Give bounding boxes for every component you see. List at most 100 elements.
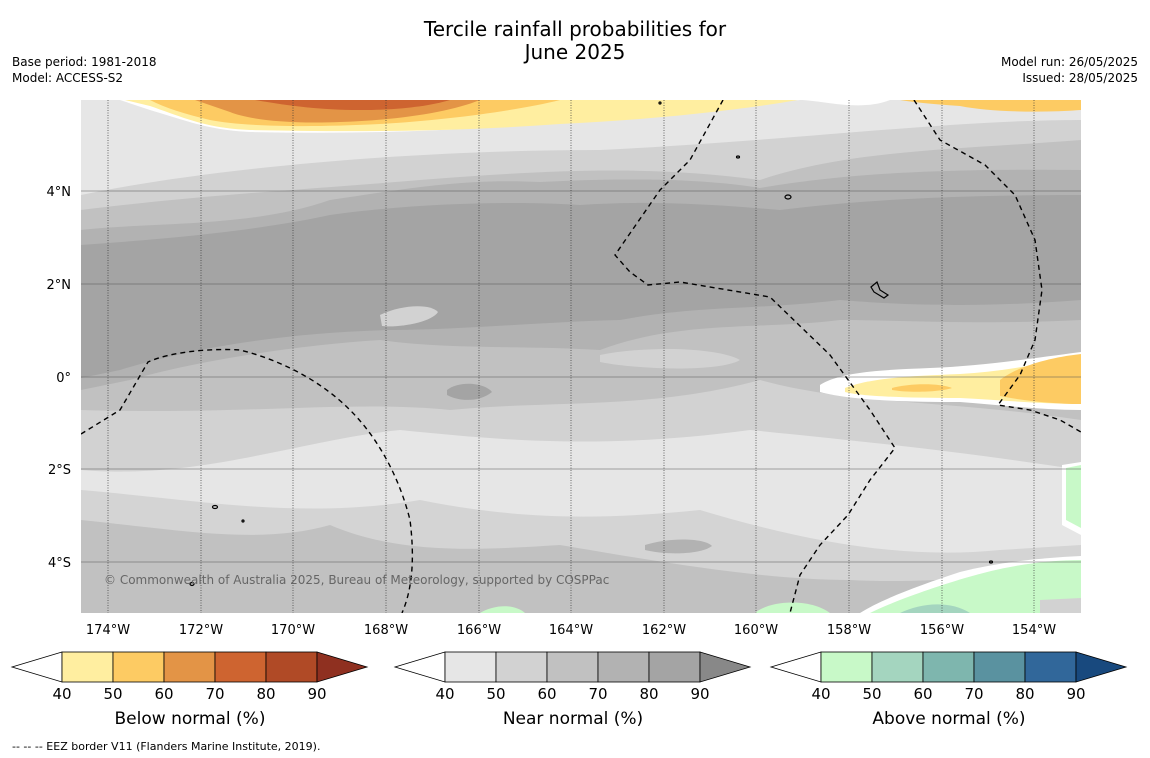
model-run: Model run: 26/05/2025 bbox=[1000, 55, 1138, 69]
below-normal-50-ne bbox=[900, 100, 1081, 112]
near-normal-patch-3 bbox=[645, 539, 712, 554]
colorbar-extend-high bbox=[699, 651, 752, 683]
colorbar-extend-low bbox=[393, 651, 446, 683]
colorbar-label-below: Below normal (%) bbox=[114, 709, 266, 729]
lon-label: 160°W bbox=[734, 623, 778, 638]
colorbar-extend-high bbox=[1075, 651, 1128, 683]
above-normal-50-south bbox=[900, 604, 970, 613]
colorbar-label-near: Near normal (%) bbox=[502, 709, 644, 729]
lon-label: 172°W bbox=[179, 623, 223, 638]
colorbar-tick-label: 70 bbox=[588, 685, 607, 703]
graticule bbox=[81, 190, 1081, 563]
eez-border-central bbox=[614, 100, 896, 613]
map-field bbox=[81, 100, 1081, 613]
colorbar-segment bbox=[648, 651, 701, 683]
meta-left: Base period: 1981-2018 Model: ACCESS-S2 bbox=[12, 54, 157, 86]
colorbar-segment bbox=[112, 651, 165, 683]
colorbar-near-normal: 40 50 60 70 80 90 bbox=[393, 651, 752, 703]
near-normal-patch-4 bbox=[600, 348, 740, 369]
colorbar-segment bbox=[61, 651, 114, 683]
lon-label: 164°W bbox=[549, 623, 593, 638]
colorbar-segment bbox=[444, 651, 497, 683]
colorbar-segment bbox=[1024, 651, 1077, 683]
lon-label: 156°W bbox=[920, 623, 964, 638]
eez-borders bbox=[81, 100, 1081, 613]
island-outline bbox=[988, 560, 994, 564]
colorbar-segment bbox=[495, 651, 548, 683]
lon-label: 174°W bbox=[86, 623, 130, 638]
colorbar-tick-label: 90 bbox=[1066, 685, 1085, 703]
island-outline bbox=[211, 504, 219, 510]
colorbar-label-above: Above normal (%) bbox=[872, 709, 1026, 729]
colorbar-extend-low bbox=[10, 651, 63, 683]
lat-label: 0° bbox=[56, 371, 71, 386]
colorbar-tick-label: 70 bbox=[205, 685, 224, 703]
below-normal-50-equator bbox=[1000, 354, 1081, 404]
chart-title: Tercile rainfall probabilities for June … bbox=[0, 18, 1150, 64]
colorbar-below-normal: 40 50 60 70 80 90 bbox=[10, 651, 369, 703]
colorbar-tick-label: 60 bbox=[913, 685, 932, 703]
eez-border-east bbox=[913, 100, 1081, 433]
near-normal-corner bbox=[1040, 598, 1081, 613]
colorbar-tick-label: 90 bbox=[307, 685, 326, 703]
footnote: -- -- -- EEZ border V11 (Flanders Marine… bbox=[12, 740, 321, 753]
lat-label: 2°S bbox=[48, 463, 71, 478]
near-normal-80-region bbox=[81, 195, 1081, 378]
colorbar-tick-label: 80 bbox=[639, 685, 658, 703]
colorbar-segment bbox=[973, 651, 1026, 683]
colorbar-tick-label: 80 bbox=[1015, 685, 1034, 703]
lon-label: 158°W bbox=[827, 623, 871, 638]
above-normal-40-south bbox=[870, 560, 1081, 613]
eez-border-west bbox=[81, 348, 414, 613]
island-outline-kiritimati bbox=[870, 280, 890, 299]
lat-labels: 4°N 2°N 0° 2°S 4°S bbox=[47, 185, 72, 571]
near-normal-light-patch bbox=[520, 483, 650, 513]
above-normal-40-east bbox=[1066, 465, 1081, 528]
colorbar-segment bbox=[871, 651, 924, 683]
colorbar-tick-label: 50 bbox=[486, 685, 505, 703]
lon-label: 170°W bbox=[271, 623, 315, 638]
title-line-2: June 2025 bbox=[524, 40, 626, 64]
colorbar-tick-label: 40 bbox=[811, 685, 830, 703]
island-outline bbox=[735, 155, 741, 159]
lon-label: 166°W bbox=[457, 623, 501, 638]
colorbar-tick-label: 40 bbox=[435, 685, 454, 703]
colorbar-segment bbox=[597, 651, 650, 683]
near-normal-60-south bbox=[81, 520, 1081, 613]
colorbar-tick-label: 70 bbox=[964, 685, 983, 703]
below-normal-50-patch bbox=[892, 384, 952, 392]
model-name: Model: ACCESS-S2 bbox=[12, 71, 124, 85]
colorbar-tick-label: 50 bbox=[103, 685, 122, 703]
lon-gridlines bbox=[107, 100, 1035, 613]
island-outline bbox=[784, 194, 792, 200]
colorbar-segment bbox=[820, 651, 873, 683]
colorbar-segment bbox=[163, 651, 216, 683]
near-normal-patch-2 bbox=[447, 383, 492, 400]
colorbar-segment bbox=[922, 651, 975, 683]
colorbar-segment bbox=[265, 651, 318, 683]
title-line-1: Tercile rainfall probabilities for bbox=[423, 17, 727, 41]
colorbar-tick-label: 40 bbox=[52, 685, 71, 703]
near-normal-patch bbox=[380, 306, 438, 327]
above-normal-40-patch bbox=[755, 602, 830, 613]
issued-date: Issued: 28/05/2025 bbox=[1022, 71, 1138, 85]
lon-label: 154°W bbox=[1012, 623, 1056, 638]
lat-label: 4°N bbox=[47, 185, 72, 200]
base-period: Base period: 1981-2018 bbox=[12, 55, 157, 69]
lon-labels: 174°W 172°W 170°W 168°W 166°W 164°W 162°… bbox=[86, 623, 1056, 638]
colorbar-segment bbox=[214, 651, 267, 683]
lat-label: 4°S bbox=[48, 556, 71, 571]
lon-label: 162°W bbox=[642, 623, 686, 638]
lon-label: 168°W bbox=[364, 623, 408, 638]
colorbar-above-normal: 40 50 60 70 80 90 bbox=[769, 651, 1128, 703]
island-outline bbox=[189, 581, 195, 587]
meta-right: Model run: 26/05/2025 Issued: 28/05/2025 bbox=[1001, 54, 1138, 86]
near-normal-light-patch-2 bbox=[705, 471, 910, 517]
island-outline bbox=[241, 519, 245, 523]
copyright-text: © Commonwealth of Australia 2025, Bureau… bbox=[104, 573, 609, 587]
colorbar-extend-low bbox=[769, 651, 822, 683]
colorbar-tick-label: 60 bbox=[154, 685, 173, 703]
colorbar-extend-high bbox=[316, 651, 369, 683]
island-outline bbox=[658, 101, 662, 105]
